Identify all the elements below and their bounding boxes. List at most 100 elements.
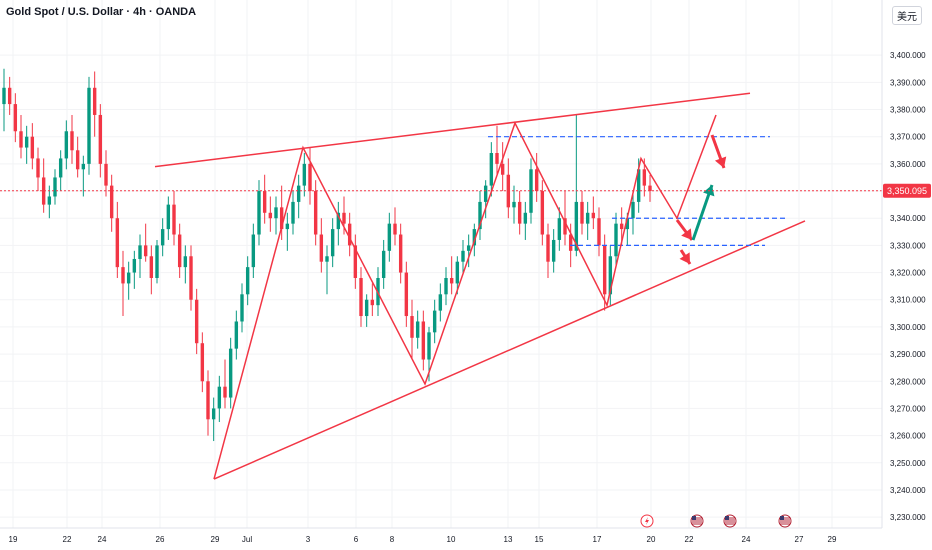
candle-body: [183, 256, 188, 268]
candle: [92, 71, 97, 137]
us-flag-icon[interactable]: [778, 514, 792, 528]
candle-body: [251, 234, 256, 268]
symbol-title[interactable]: Gold Spot / U.S. Dollar · 4h · OANDA: [6, 6, 197, 18]
candle: [166, 196, 171, 240]
drawing-overlays: [154, 92, 806, 480]
last-price-tag-bg: [883, 183, 931, 198]
lower-trendline: [213, 220, 806, 480]
candle-body: [177, 234, 182, 268]
candle-body: [92, 87, 97, 115]
candle: [279, 185, 284, 240]
candle-body: [597, 218, 601, 246]
candle-body: [523, 212, 528, 224]
candle-body: [19, 131, 23, 148]
candle: [444, 267, 448, 306]
candle: [449, 256, 454, 295]
candle: [183, 245, 188, 284]
us-flag-icon[interactable]: [690, 514, 704, 528]
candle: [189, 245, 193, 311]
candle-body: [625, 218, 630, 230]
candle-body: [30, 136, 35, 159]
candle: [438, 283, 443, 322]
candle-body: [149, 256, 154, 278]
lightning-icon[interactable]: [640, 514, 654, 528]
candle: [381, 239, 386, 289]
candle: [387, 212, 392, 262]
price-axis[interactable]: 3,400.000 3,390.000 3,380.000 3,370.000 3,36…: [881, 0, 926, 528]
candle-body: [87, 87, 91, 164]
candle-body: [206, 381, 210, 420]
candle-body: [551, 239, 556, 262]
last-price-label: 3,350.095: [887, 186, 927, 196]
candle-body: [143, 245, 148, 257]
candle-body: [121, 267, 125, 284]
candle: [200, 332, 205, 393]
candle-body: [432, 310, 437, 333]
candle-body: [648, 185, 652, 192]
time-tick-label: 6: [354, 535, 359, 544]
event-markers[interactable]: [640, 514, 792, 528]
candle: [585, 201, 590, 240]
candle-body: [614, 223, 618, 257]
candlestick-series: [2, 68, 652, 442]
candle-body: [398, 234, 403, 273]
price-tick-label: 3,270.000: [890, 404, 926, 413]
candle-body: [580, 201, 584, 224]
candle-body: [517, 201, 522, 224]
candle-body: [336, 212, 341, 230]
candle-body: [223, 386, 227, 398]
candle: [557, 207, 562, 251]
time-tick-label: 10: [447, 535, 456, 544]
time-tick-label: 26: [156, 535, 165, 544]
candle-body: [115, 218, 120, 268]
time-tick-label: 22: [63, 535, 72, 544]
candle-body: [591, 212, 596, 219]
candle-body: [563, 218, 567, 235]
candle: [172, 191, 176, 246]
candle: [143, 223, 148, 262]
candle: [478, 191, 482, 240]
candle: [7, 76, 12, 115]
price-tick-label: 3,310.000: [890, 296, 926, 305]
candle-body: [245, 267, 250, 295]
us-flag-icon[interactable]: [723, 514, 737, 528]
candle-body: [132, 258, 137, 273]
candle-body: [387, 223, 392, 251]
candle: [336, 201, 341, 246]
candle: [319, 218, 324, 273]
candle: [70, 114, 74, 164]
candle: [421, 310, 426, 371]
candle: [302, 153, 307, 197]
candle: [234, 310, 239, 360]
flag-canton: [725, 516, 729, 520]
candle: [370, 283, 375, 317]
candle-body: [13, 104, 18, 132]
candle: [268, 196, 273, 232]
candle: [602, 234, 607, 311]
candle: [432, 299, 437, 344]
currency-label[interactable]: 美元: [892, 6, 922, 25]
candle-body: [257, 191, 261, 235]
candle: [540, 180, 545, 246]
candle: [415, 310, 420, 349]
candle: [36, 147, 40, 192]
candle: [563, 191, 567, 246]
candle: [291, 191, 295, 235]
candle-body: [393, 223, 397, 235]
candle: [410, 299, 414, 360]
candle: [404, 261, 409, 327]
candle-body: [444, 278, 448, 295]
candle: [257, 180, 261, 246]
candle-body: [138, 245, 142, 259]
candle-body: [160, 229, 165, 246]
price-tick-label: 3,390.000: [890, 78, 926, 87]
time-axis[interactable]: 19 22 24 26 29 Jul 3 6 8 10 13 15 17 20 22 24 27 29: [0, 527, 882, 544]
candle-body: [296, 185, 301, 202]
candle: [87, 76, 91, 175]
candle: [2, 68, 6, 132]
candle-body: [500, 163, 505, 175]
candle: [155, 239, 159, 284]
candle: [364, 294, 369, 327]
arrow-head: [679, 252, 690, 264]
